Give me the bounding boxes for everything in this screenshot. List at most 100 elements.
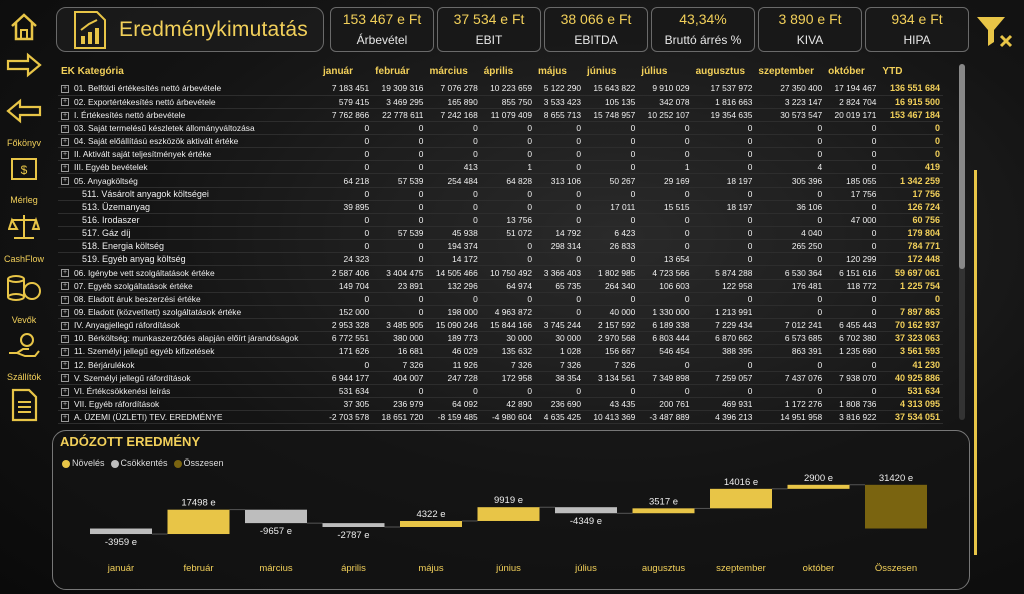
arrow-right-icon[interactable] [4,46,44,84]
table-row[interactable]: +05. Anyagköltség 64 218 57 539 254 484 64 8… [58,173,943,188]
expand-icon[interactable]: + [61,374,69,383]
table-row[interactable]: +06. Igénybe vett szolgáltatások értéke 2… [58,265,943,280]
table-row[interactable]: 518. Energia költség 0 0 194 374 0 298 314 26 … [58,239,943,254]
table-row[interactable]: 517. Gáz díj 0 57 539 45 938 51 072 14 792 6 4… [58,226,943,241]
table-cell: 4 396 213 [692,410,756,425]
expand-icon[interactable]: + [61,387,69,396]
table-cell: 45 938 [426,226,481,241]
expand-icon[interactable]: + [61,321,69,330]
table-row[interactable]: + VI. Értékcsökkenési leírás 531 634 0 0 0 0 0 0… [58,384,943,398]
column-header[interactable]: február [375,65,410,77]
waterfall-bar[interactable] [787,484,850,489]
nav-label-merleg[interactable]: Mérleg [10,195,38,205]
table-row[interactable]: 513. Üzemanyag 39 895 0 0 0 0 17 011 15 515 18 1… [58,200,943,214]
nav-label-cashflow[interactable]: CashFlow [3,254,44,264]
waterfall-bar[interactable] [245,509,307,524]
table-row[interactable]: 519. Egyéb anyag költség 24 323 0 14 172 0 0 0… [58,252,943,267]
table-row[interactable]: +10. Bérköltség: munkaszerződés alapján … [58,331,943,346]
expand-icon[interactable]: + [61,282,69,291]
waterfall-bar[interactable] [167,509,230,535]
kpi-label: KIVA [796,33,824,47]
expand-icon[interactable]: + [61,348,69,357]
table-row[interactable]: +11. Személyi jellegű egyéb kifizetések 1… [58,344,943,359]
column-header[interactable]: április [483,65,514,77]
expand-icon[interactable]: + [61,413,69,422]
expand-icon[interactable]: + [61,111,69,120]
waterfall-bar[interactable] [632,508,695,514]
expand-icon[interactable]: + [61,124,69,133]
column-header[interactable]: YTD [882,65,903,77]
clear-filter-icon[interactable] [975,14,1015,50]
column-header[interactable]: június [587,65,617,77]
column-header[interactable]: május [538,65,567,77]
table-cell: 7 349 898 [638,371,693,385]
table-row[interactable]: +03. Saját termelésű készletek állományv… [58,121,943,136]
nav-label-fokonyv[interactable]: Főkönyv [6,138,41,148]
expand-icon[interactable]: + [61,400,69,409]
column-header[interactable]: szeptember [758,65,814,77]
table-row[interactable]: + III. Egyéb bevételek 0 0 413 1 0 0 1 0 4 0 419 [58,160,943,175]
table-cell: 0 [692,252,756,267]
table-row[interactable]: +02. Exportértékesítés nettó árbevétele 5… [58,95,943,109]
table-row[interactable]: + VII. Egyéb ráfordítások 37 305 236 979 64 … [58,397,943,412]
table-cell: 64 092 [426,397,481,412]
column-header[interactable]: március [429,65,468,77]
data-label: -4349 e [570,516,602,527]
document-icon[interactable] [4,386,44,424]
row-category-label: 511. Vásárolt anyagok költségei [82,188,209,199]
table-row[interactable]: +01. Belföldi értékesítés nettó árbevéte… [58,82,943,96]
table-cell: 0 [825,200,880,214]
kpi-value: 153 467 e Ft [342,11,422,27]
table-row[interactable]: +08. Eladott áruk beszerzési értéke 0 0 0 0 0… [58,292,943,306]
nav-label-szallitok[interactable]: Szállítók [6,372,41,382]
table-cell: 0 [372,121,427,136]
scale-icon[interactable] [4,208,44,246]
expand-icon[interactable]: + [61,295,69,304]
table-row[interactable]: + II. Aktivált saját teljesítmények érték… [58,147,943,162]
ledger-icon[interactable]: $ [4,150,44,188]
waterfall-bar[interactable] [555,507,617,514]
table-row[interactable]: +04. Saját előállítású eszközök aktivált… [58,134,943,149]
waterfall-bar[interactable] [477,507,540,521]
table-row[interactable]: +12. Bérjárulékok 0 7 326 11 926 7 326 7 326 7… [58,357,943,372]
table-cell: 7 012 241 [755,318,826,333]
table-row[interactable]: + V. Személyi jellegű ráfordítások 6 944 1… [58,371,943,385]
table-cell: 20 019 171 [825,108,880,122]
table-row[interactable]: 516. Irodaszer 0 0 0 13 756 0 0 0 0 0 47 000 60 756 [58,213,943,228]
expand-icon[interactable]: + [61,98,69,107]
table-row[interactable]: +09. Eladott (közvetített) szolgáltatáso… [58,305,943,320]
waterfall-bar[interactable] [710,488,772,509]
expand-icon[interactable]: + [61,308,69,317]
expand-icon[interactable]: + [61,269,69,278]
column-header[interactable]: július [641,65,668,77]
column-header[interactable]: augusztus [695,65,746,77]
expand-icon[interactable]: + [61,177,69,186]
expand-icon[interactable]: + [61,85,69,94]
waterfall-bar[interactable] [865,484,927,529]
expand-icon[interactable]: + [61,137,69,146]
waterfall-bar[interactable] [322,523,385,527]
expand-icon[interactable]: + [61,361,69,370]
arrow-left-icon[interactable] [4,92,44,130]
table-row[interactable]: + I. Értékesítés nettó árbevétele 7 762 86… [58,108,943,122]
expand-icon[interactable]: + [61,151,69,160]
table-cell: 15 515 [638,200,693,214]
hand-money-icon[interactable] [4,328,44,366]
expand-icon[interactable]: + [61,335,69,344]
column-header[interactable]: január [323,65,354,77]
table-row[interactable]: +07. Egyéb szolgáltatások értéke 149 704 2… [58,279,943,293]
decorative-divider [974,170,977,555]
nav-label-vevok[interactable]: Vevők [11,315,37,325]
table-row[interactable]: 511. Vásárolt anyagok költségei 0 0 0 0 0 0 0 0 0… [58,187,943,201]
table-row[interactable]: + IV. Anyagjellegű ráfordítások 2 953 328 3… [58,318,943,333]
table-scrollbar-thumb[interactable] [959,64,965,269]
table-cell: 0 [320,187,373,201]
column-header[interactable]: október [828,65,865,77]
table-row[interactable]: + A. ÜZEMI (ÜZLETI) TEV. EREDMÉNYE -2 703 … [58,410,943,425]
expand-icon[interactable]: + [61,164,69,173]
waterfall-bar[interactable] [400,520,462,527]
waterfall-bar[interactable] [90,528,152,535]
home-icon[interactable] [4,8,44,46]
column-header-category[interactable]: EK Kategória [61,65,124,77]
coins-icon[interactable] [4,268,44,306]
